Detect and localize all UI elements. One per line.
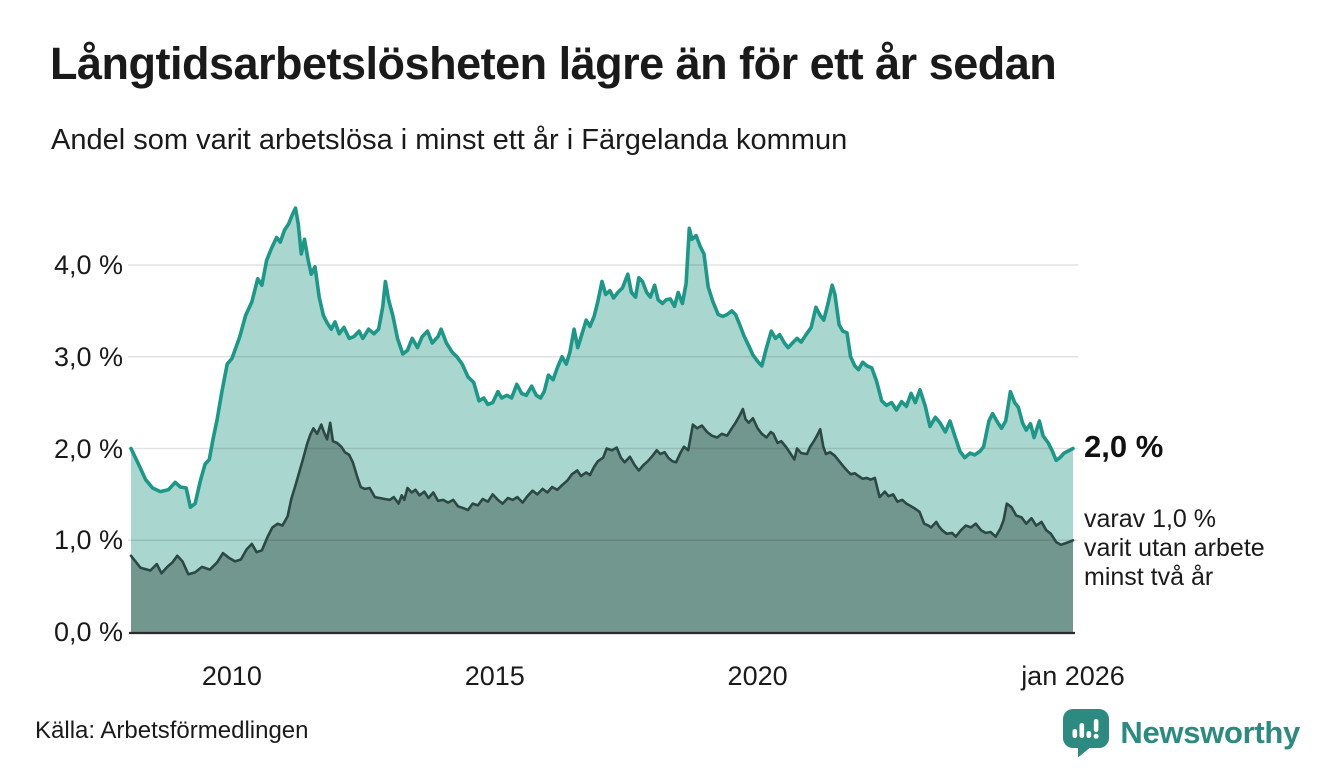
x-tick-label: 2010	[201, 661, 262, 691]
y-tick-label: 0,0 %	[53, 617, 123, 647]
line-two-years	[129, 407, 1075, 576]
y-tick-label: 1,0 %	[53, 525, 123, 556]
secondary-annotation: varav 1,0 % varit utan arbete minst två …	[1084, 505, 1265, 592]
area-fill-two-years	[131, 409, 1073, 632]
newsworthy-wordmark: Newsworthy	[1120, 715, 1300, 750]
source-note: Källa: Arbetsförmedlingen	[35, 717, 309, 744]
y-tick-label: 4,0 %	[53, 250, 123, 280]
line-one-year	[129, 206, 1075, 509]
x-tick-label: 2015	[464, 661, 525, 691]
end-value-label: 2,0 %	[1084, 429, 1164, 464]
y-tick-label: 3,0 %	[53, 341, 123, 372]
secondary-annotation-line: varit utan arbete	[1084, 534, 1265, 562]
x-tick-label: jan 2026	[1021, 661, 1125, 691]
secondary-annotation-line: minst två år	[1084, 563, 1214, 591]
page-subtitle: Andel som varit arbetslösa i minst ett å…	[51, 124, 848, 156]
x-tick-label: 2020	[727, 661, 788, 691]
y-tick-label: 2,0 %	[53, 433, 123, 464]
newsworthy-logo[interactable]: Newsworthy	[1062, 708, 1300, 758]
page-title: Långtidsarbetslösheten lägre än för ett …	[50, 38, 1057, 89]
newsworthy-bubble-chart-icon	[1062, 708, 1110, 758]
secondary-annotation-line: varav 1,0 %	[1084, 505, 1217, 533]
